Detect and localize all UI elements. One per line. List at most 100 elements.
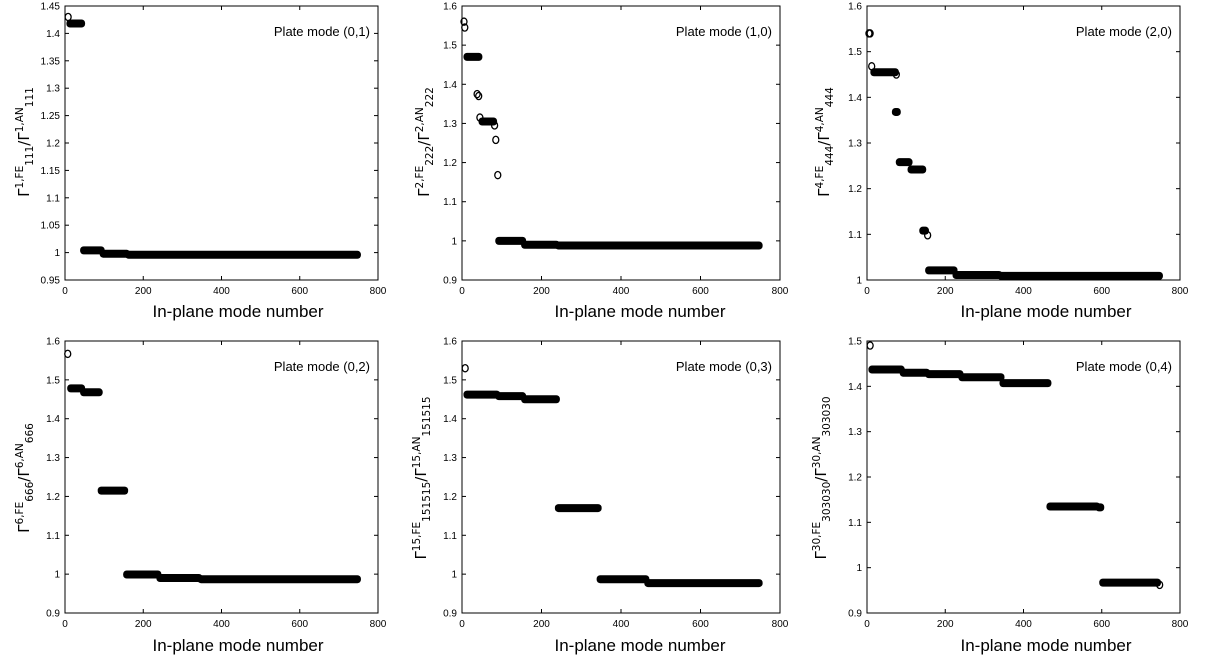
y-tick-label: 1.2 <box>443 492 457 503</box>
y-tick-label: 1.05 <box>41 221 61 232</box>
y-tick-label: 1.5 <box>848 47 862 58</box>
data-segment <box>958 373 1005 382</box>
data-segment <box>997 271 1163 280</box>
y-tick-label: 1.3 <box>443 453 457 464</box>
data-point <box>868 62 876 71</box>
plot-svg-2: 0.9 1 1.1 1.2 1.3 1.4 1.5 1.6 0 200 400 600 800 Plate… <box>443 2 789 298</box>
plot-frame <box>64 5 379 281</box>
data-segment <box>554 504 602 513</box>
y-axis-label-2: Γ2,FE222/Γ2,AN222 <box>414 87 436 197</box>
y-tick-label: 1.4 <box>443 80 457 91</box>
y-tick-label: 1.2 <box>46 139 60 150</box>
data-point <box>892 70 900 79</box>
data-segment <box>554 241 763 250</box>
plot-svg-3: 1 1.1 1.2 1.3 1.4 1.5 1.6 0 200 400 600 800 Plate mo… <box>848 2 1189 298</box>
y-axis-label-3: Γ4,FE444/Γ4,AN444 <box>814 87 836 197</box>
data-segment <box>495 236 527 245</box>
y-tick-label: 1.5 <box>46 375 60 386</box>
y-tick-label: 1.6 <box>46 337 60 348</box>
data-segment <box>1046 502 1101 511</box>
y-tick-label: 1 <box>54 248 60 259</box>
y-axis-label-6: Γ30,FE303030/Γ30,AN303030 <box>811 396 833 560</box>
data-point <box>1156 580 1164 590</box>
x-tick-label: 800 <box>370 619 387 630</box>
data-point <box>923 230 932 240</box>
x-tick-label: 200 <box>533 619 550 630</box>
data-point <box>490 121 499 130</box>
y-tick-label: 0.9 <box>443 276 457 287</box>
chart-panel-1: 0.95 1 1.05 1.1 1.15 1.2 1.25 1.3 1.35 1.4 1.45 0 20… <box>0 0 400 330</box>
y-tick-label: 1.3 <box>443 119 457 130</box>
data-segment <box>156 574 203 583</box>
y-tick-label: 1 <box>856 276 862 287</box>
x-tick-label: 600 <box>1093 286 1110 297</box>
data-segment <box>870 68 899 77</box>
y-tick-label: 1.6 <box>443 2 457 13</box>
x-tick-label: 400 <box>213 619 230 630</box>
x-tick-label: 0 <box>459 286 465 297</box>
x-tick-label: 600 <box>692 286 709 297</box>
y-tick-label: 1.3 <box>46 453 60 464</box>
y-tick-label: 0.95 <box>41 276 61 287</box>
data-segment <box>97 486 129 495</box>
y-tick-label: 1.1 <box>443 531 457 542</box>
y-tick-label: 1.2 <box>848 473 862 484</box>
plate-mode-annotation: Plate mode (0,4) <box>1076 359 1172 374</box>
y-tick-label: 1.1 <box>848 518 862 529</box>
x-axis-label-3: In-plane mode number <box>960 302 1132 321</box>
x-tick-label: 400 <box>613 286 630 297</box>
data-segment <box>197 575 361 584</box>
data-segment <box>899 368 931 377</box>
data-point <box>476 113 484 122</box>
y-tick-label: 1.2 <box>848 184 862 195</box>
y-tick-label: 1.1 <box>46 531 60 542</box>
data-segment <box>596 575 650 584</box>
chart-panel-3: 1 1.1 1.2 1.3 1.4 1.5 1.6 0 200 400 600 800 Plate mo… <box>800 0 1220 330</box>
y-tick-label: 1.45 <box>41 2 61 13</box>
data-segment <box>925 266 958 275</box>
data-segment <box>1099 578 1161 587</box>
y-tick-label: 1.4 <box>46 29 60 40</box>
y-tick-label: 0.9 <box>443 609 457 620</box>
y-tick-label: 1.2 <box>46 492 60 503</box>
data-segment <box>952 270 1003 279</box>
data-segment <box>1095 503 1105 512</box>
y-tick-label: 0.9 <box>46 609 60 620</box>
data-point <box>494 170 502 180</box>
data-segment <box>895 158 913 167</box>
data-segment <box>919 226 929 235</box>
data-segment <box>907 165 927 174</box>
data-segment <box>125 250 361 259</box>
x-tick-label: 200 <box>135 619 152 630</box>
x-tick-label: 600 <box>291 286 308 297</box>
plate-mode-annotation: Plate mode (0,3) <box>676 359 772 374</box>
y-tick-label: 1.4 <box>848 382 862 393</box>
data-segment <box>80 246 105 255</box>
plate-mode-annotation: Plate mode (1,0) <box>676 24 772 39</box>
data-segment <box>66 19 86 28</box>
y-tick-label: 1.2 <box>443 158 457 169</box>
y-axis-label-5: Γ15,FE151515/Γ15,AN151515 <box>411 396 433 560</box>
plot-frame <box>64 340 379 614</box>
data-point <box>461 363 469 373</box>
x-tick-label: 200 <box>937 619 954 630</box>
data-segment <box>123 570 162 579</box>
y-tick-label: 1 <box>856 563 862 574</box>
y-tick-label: 1 <box>451 236 457 247</box>
x-axis-label-6: In-plane mode number <box>960 636 1132 655</box>
plot-frame <box>461 340 781 614</box>
y-tick-label: 1.1 <box>848 230 862 241</box>
y-tick-label: 1.3 <box>46 84 60 95</box>
data-segment <box>463 390 501 399</box>
data-segment <box>868 365 905 374</box>
y-tick-label: 1.6 <box>848 2 862 13</box>
chart-panel-2: 0.9 1 1.1 1.2 1.3 1.4 1.5 1.6 0 200 400 600 800 Plate… <box>400 0 800 330</box>
chart-panel-5: 0.9 1 1.1 1.2 1.3 1.4 1.5 1.6 0 200 400 600 800 Plate… <box>400 330 800 660</box>
y-tick-label: 1.35 <box>41 56 61 67</box>
data-point <box>866 341 874 350</box>
x-tick-label: 0 <box>864 286 870 297</box>
data-point <box>866 29 874 38</box>
y-tick-label: 1 <box>451 570 457 581</box>
y-tick-label: 1.5 <box>443 41 457 52</box>
data-point <box>460 17 468 26</box>
